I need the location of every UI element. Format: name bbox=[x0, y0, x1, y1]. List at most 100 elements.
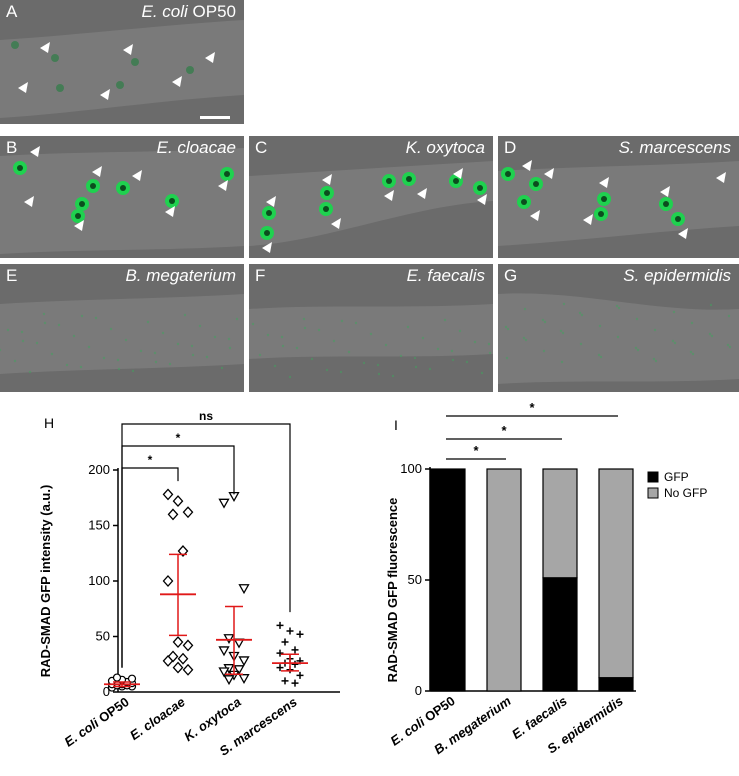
gfp-nucleus-core bbox=[386, 178, 392, 184]
panel-label-h: H bbox=[44, 415, 54, 431]
micrograph-panel-e: E B. megaterium bbox=[0, 264, 244, 392]
significance-label: * bbox=[148, 453, 153, 467]
autofluorescence-speck bbox=[28, 370, 32, 374]
autofluorescence-speck bbox=[673, 341, 677, 345]
autofluorescence-speck bbox=[727, 314, 731, 318]
autofluorescence-speck bbox=[480, 371, 484, 375]
gfp-nucleus-core bbox=[17, 165, 23, 171]
autofluorescence-speck bbox=[690, 321, 694, 325]
autofluorescence-speck bbox=[79, 365, 83, 369]
autofluorescence-speck bbox=[580, 313, 584, 317]
autofluorescence-speck bbox=[413, 356, 417, 360]
panel-label-c: C bbox=[255, 138, 268, 157]
data-point bbox=[296, 671, 304, 679]
autofluorescence-speck bbox=[615, 304, 619, 308]
autofluorescence-speck bbox=[116, 358, 120, 362]
bar-segment-no-gfp bbox=[542, 468, 578, 579]
y-tick-label: 50 bbox=[96, 629, 110, 644]
autofluorescence-speck bbox=[153, 351, 157, 355]
autofluorescence-speck bbox=[228, 346, 232, 350]
autofluorescence-speck bbox=[384, 343, 388, 347]
autofluorescence-speck bbox=[617, 306, 621, 310]
worm-image-b bbox=[0, 146, 244, 254]
worm-body bbox=[249, 161, 493, 246]
data-point bbox=[238, 674, 250, 685]
arrowhead-icon bbox=[660, 186, 670, 197]
autofluorescence-speck bbox=[671, 339, 675, 343]
legend-swatch bbox=[647, 487, 659, 499]
autofluorescence-speck bbox=[506, 327, 510, 331]
autofluorescence-speck bbox=[560, 360, 564, 364]
bar-segment-gfp bbox=[430, 468, 466, 692]
gfp-nucleus-core bbox=[601, 196, 607, 202]
autofluorescence-speck bbox=[339, 370, 343, 374]
autofluorescence-speck bbox=[561, 331, 565, 335]
y-axis-title: RAD-SMAD GFP intensity (a.u.) bbox=[40, 485, 53, 678]
autofluorescence-speck bbox=[635, 317, 639, 321]
y-tick-label: 100 bbox=[400, 461, 422, 476]
autofluorescence-speck bbox=[522, 336, 526, 340]
data-point bbox=[276, 649, 284, 657]
significance-label: * bbox=[176, 431, 181, 445]
significance-label: * bbox=[473, 443, 479, 458]
autofluorescence-speck bbox=[50, 352, 54, 356]
gfp-nucleus-core bbox=[505, 171, 511, 177]
worm-image-c bbox=[249, 161, 493, 253]
autofluorescence-speck bbox=[273, 364, 277, 368]
autofluorescence-speck bbox=[634, 346, 638, 350]
x-tick-label: E. coli OP50 bbox=[62, 694, 132, 749]
arrowhead-icon bbox=[123, 44, 133, 55]
autofluorescence-speck bbox=[198, 324, 202, 328]
autofluorescence-speck bbox=[109, 327, 113, 331]
y-tick-label: 100 bbox=[88, 573, 110, 588]
autofluorescence-speck bbox=[597, 353, 601, 357]
arrowhead-icon bbox=[583, 214, 593, 225]
autofluorescence-speck bbox=[562, 302, 566, 306]
autofluorescence-speck bbox=[191, 353, 195, 357]
arrowhead-icon bbox=[30, 146, 40, 157]
autofluorescence-speck bbox=[6, 328, 10, 332]
data-point bbox=[172, 661, 184, 674]
autofluorescence-speck bbox=[266, 333, 270, 337]
panel-title-b: E. cloacae bbox=[156, 138, 236, 157]
autofluorescence-speck bbox=[65, 363, 69, 367]
autofluorescence-speck bbox=[102, 356, 106, 360]
data-point bbox=[218, 646, 230, 657]
panel-title-a: E. coli OP50 bbox=[141, 2, 236, 21]
data-point bbox=[182, 663, 194, 676]
data-point bbox=[291, 660, 299, 668]
panel-label-a: A bbox=[6, 2, 18, 21]
data-point bbox=[167, 508, 179, 521]
arrowhead-icon bbox=[262, 242, 272, 253]
autofluorescence-speck bbox=[543, 320, 547, 324]
data-point bbox=[177, 545, 189, 558]
autofluorescence-speck bbox=[406, 325, 410, 329]
autofluorescence-speck bbox=[302, 317, 306, 321]
y-tick-label: 200 bbox=[88, 462, 110, 477]
autofluorescence-speck bbox=[139, 349, 143, 353]
worm-body bbox=[0, 148, 244, 254]
x-tick-label: E. cloacae bbox=[127, 694, 188, 743]
autofluorescence-speck bbox=[235, 317, 239, 321]
arrowhead-icon bbox=[74, 220, 84, 231]
autofluorescence-speck bbox=[542, 349, 546, 353]
y-tick-label: 0 bbox=[415, 683, 422, 698]
data-point bbox=[177, 652, 189, 665]
panel-label-d: D bbox=[504, 138, 517, 157]
data-point bbox=[218, 667, 230, 678]
data-point bbox=[233, 665, 245, 676]
data-point bbox=[218, 498, 230, 509]
autofluorescence-speck bbox=[598, 324, 602, 328]
arrowhead-icon bbox=[417, 188, 427, 199]
data-point bbox=[238, 584, 250, 595]
autofluorescence-speck bbox=[599, 355, 603, 359]
arrowhead-icon bbox=[453, 168, 463, 179]
panel-title-f: E. faecalis bbox=[406, 266, 485, 285]
autofluorescence-speck bbox=[332, 339, 336, 343]
autofluorescence-speck bbox=[672, 310, 676, 314]
gfp-nucleus-core bbox=[477, 185, 483, 191]
significance-label: * bbox=[529, 400, 535, 415]
data-point bbox=[296, 630, 304, 638]
gfp-nucleus-core bbox=[675, 216, 681, 222]
autofluorescence-speck bbox=[654, 359, 658, 363]
